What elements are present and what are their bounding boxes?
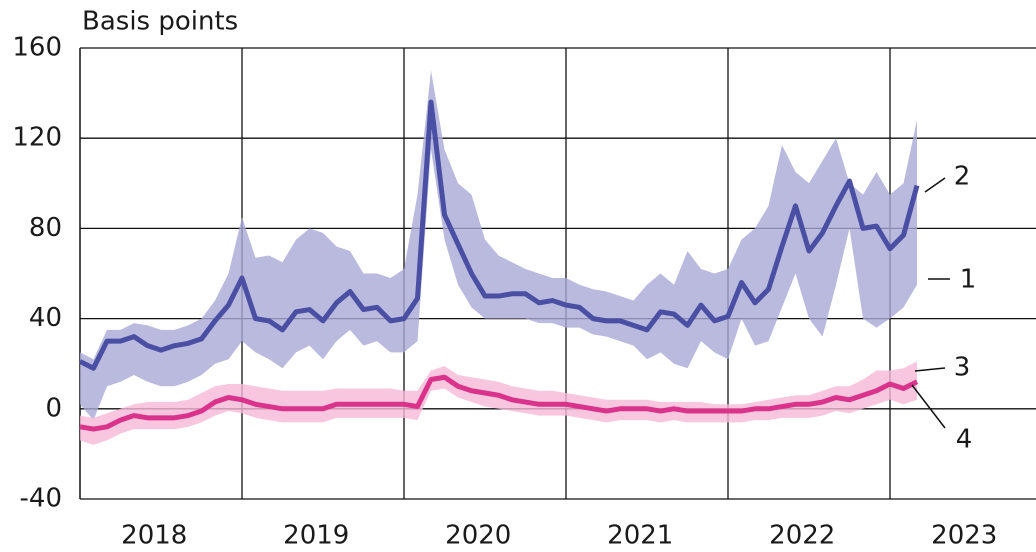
x-tick-label: 2022: [769, 521, 835, 551]
y-tick-label: 120: [12, 123, 62, 153]
line: [78, 99, 920, 371]
y-tick-label: -40: [20, 484, 62, 514]
y-tick-label: 160: [12, 33, 62, 63]
x-tick-label: 2018: [121, 521, 187, 551]
leader-line: [924, 177, 946, 193]
line: [79, 374, 919, 432]
band: [80, 361, 917, 445]
series-label: 1: [960, 265, 977, 295]
x-tick-label: 2021: [607, 521, 673, 551]
series-label: 3: [954, 353, 971, 383]
band: [80, 70, 917, 421]
series-label: 2: [954, 162, 971, 192]
x-tick-label: 2023: [931, 521, 997, 551]
x-tick-label: 2020: [445, 521, 511, 551]
y-tick-label: 0: [45, 393, 62, 423]
y-tick-label: 40: [29, 303, 62, 333]
leader-line: [911, 384, 946, 429]
x-tick-label: 2019: [283, 521, 349, 551]
leader-line: [914, 367, 946, 372]
series-label: 4: [956, 425, 973, 455]
y-axis-label: Basis points: [82, 7, 238, 37]
y-tick-label: 80: [29, 213, 62, 243]
